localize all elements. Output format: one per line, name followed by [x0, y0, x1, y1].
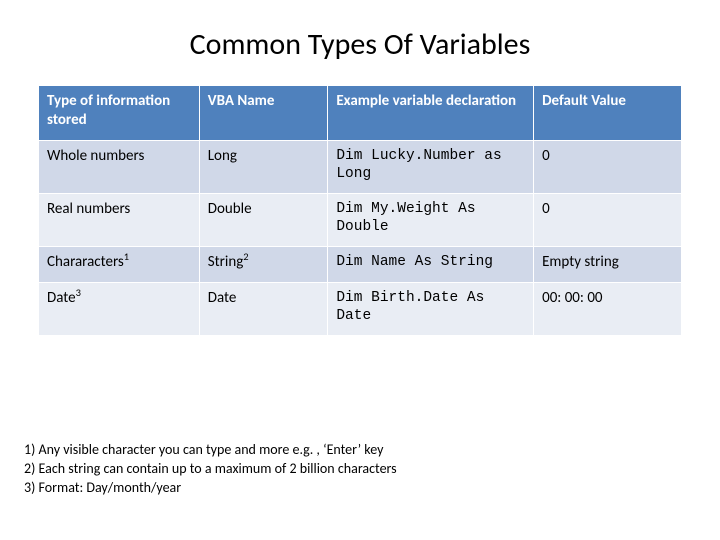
cell-default: 0 [534, 193, 682, 246]
col-header: VBA Name [199, 86, 328, 141]
page-title: Common Types Of Variables [38, 26, 682, 63]
variable-types-table: Type of information stored VBA Name Exam… [38, 85, 682, 336]
table-row: Whole numbers Long Dim Lucky.Number as L… [39, 140, 682, 193]
cell-example: Dim Birth.Date As Date [328, 282, 534, 335]
cell-type: Whole numbers [39, 140, 200, 193]
table-row: Chararacters1 String2 Dim Name As String… [39, 247, 682, 283]
table-header-row: Type of information stored VBA Name Exam… [39, 86, 682, 141]
col-header: Default Value [534, 86, 682, 141]
cell-type: Chararacters1 [39, 247, 200, 283]
col-header: Example variable declaration [328, 86, 534, 141]
table-row: Date3 Date Dim Birth.Date As Date 00: 00… [39, 282, 682, 335]
col-header: Type of information stored [39, 86, 200, 141]
cell-example: Dim My.Weight As Double [328, 193, 534, 246]
cell-vba: Long [199, 140, 328, 193]
cell-example: Dim Lucky.Number as Long [328, 140, 534, 193]
cell-default: 00: 00: 00 [534, 282, 682, 335]
cell-vba: String2 [199, 247, 328, 283]
cell-vba: Date [199, 282, 328, 335]
table-row: Real numbers Double Dim My.Weight As Dou… [39, 193, 682, 246]
cell-default: 0 [534, 140, 682, 193]
cell-default: Empty string [534, 247, 682, 283]
cell-type: Date3 [39, 282, 200, 335]
footnote-line: 3) Format: Day/month/year [24, 479, 397, 498]
cell-example: Dim Name As String [328, 247, 534, 283]
footnotes: 1) Any visible character you can type an… [24, 441, 397, 498]
cell-type: Real numbers [39, 193, 200, 246]
footnote-line: 2) Each string can contain up to a maxim… [24, 460, 397, 479]
cell-vba: Double [199, 193, 328, 246]
footnote-line: 1) Any visible character you can type an… [24, 441, 397, 460]
slide: Common Types Of Variables Type of inform… [0, 0, 720, 540]
